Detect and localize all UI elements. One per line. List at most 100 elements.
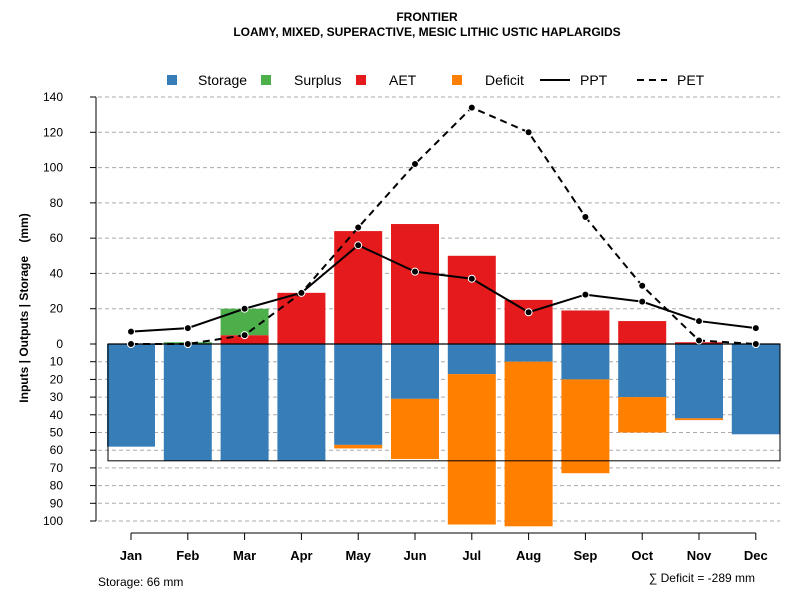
deficit-sum-note: ∑ Deficit = -289 mm [649,571,755,585]
x-tick-label-nov: Nov [687,548,712,563]
x-tick-label-mar: Mar [233,548,256,563]
x-tick-label-feb: Feb [176,548,199,563]
storage-bar-oct [618,344,667,398]
deficit-bar-may [334,444,383,449]
storage-bar-feb [163,344,212,461]
y-tick-label: 60 [50,231,64,245]
legend-storage-label: Storage [198,72,247,88]
ppt-point-nov [695,317,703,326]
y-tick-label: 50 [50,426,64,440]
x-tick-label-may: May [346,548,372,563]
deficit-bar-aug [504,361,553,527]
y-tick-label: 80 [50,196,64,210]
ppt-line [130,244,756,333]
ppt-point-may [354,241,363,250]
legend-storage-swatch [167,75,177,85]
y-tick-label: 40 [50,408,64,422]
ppt-point-aug [524,308,533,317]
y-tick-label: 80 [50,479,64,493]
x-tick-label-apr: Apr [290,548,312,563]
ppt-point-oct [638,297,647,306]
x-tick-label-oct: Oct [631,548,653,563]
y-tick-label: 100 [43,514,63,528]
y-tick-label: 90 [50,496,64,510]
chart-title: FRONTIER [396,10,458,24]
storage-note: Storage: 66 mm [98,575,183,589]
aet-bar-may [334,231,383,344]
deficit-bar-sep [561,379,610,474]
aet-bar-mar [220,335,269,344]
axes: 0 20 40 60 80 100 120 140 10 20 30 40 50 60 70 80 90 100 J… [43,90,768,563]
aet-bar-jul [447,255,496,344]
storage-bar-mar [220,344,269,461]
ppt-point-jul [467,274,476,283]
pet-line [131,106,756,345]
aet-bar-sep [561,310,610,344]
aet-bar-jun [391,224,439,344]
pet-point-jan [127,340,135,348]
pet-point-mar [240,331,249,340]
series-lines [127,103,760,348]
legend-aet-label: AET [389,72,417,88]
y-tick-label: 40 [50,266,64,280]
y-tick-label: 140 [43,90,63,104]
legend-aet-swatch [356,75,366,85]
y-tick-label: 70 [50,461,64,475]
pet-point-sep [581,212,590,221]
pet-point-jun [411,160,419,169]
ppt-point-apr [297,288,306,297]
ppt-point-mar [240,304,249,313]
storage-bar-apr [277,344,326,461]
pet-point-dec [751,340,760,348]
x-tick-label-jan: Jan [120,548,142,563]
y-axis-label: Inputs | Outputs | Storage (mm) [17,213,31,402]
storage-bar-nov [675,344,723,419]
storage-bar-jan [107,344,155,447]
aet-bar-apr [277,292,326,344]
pet-point-may [354,223,363,232]
chart-subtitle: LOAMY, MIXED, SUPERACTIVE, MESIC LITHIC … [233,25,620,39]
pet-point-aug [524,128,533,137]
pet-point-nov [695,336,703,345]
storage-bar-dec [731,344,780,435]
x-tick-label-jun: Jun [403,548,426,563]
legend-deficit-label: Deficit [485,72,524,88]
x-tick-label-aug: Aug [516,548,541,563]
y-tick-label: 100 [43,161,63,175]
bars [107,224,781,527]
storage-bar-jun [391,344,439,399]
legend-ppt-label: PPT [580,72,608,88]
x-tick-label-sep: Sep [573,548,597,563]
y-tick-label: 10 [50,355,64,369]
x-tick-label-jul: Jul [462,548,481,563]
pet-point-oct [638,281,647,290]
deficit-bar-nov [675,418,723,421]
ppt-point-jan [127,327,135,336]
y-tick-label: 30 [50,390,64,404]
deficit-bar-oct [618,397,667,433]
y-tick-label: 120 [43,125,63,139]
deficit-bar-jun [391,398,439,460]
ppt-point-sep [581,290,590,299]
legend: Storage Surplus AET Deficit PPT PET [167,72,705,88]
storage-bar-sep [561,344,610,380]
y-tick-label: 0 [56,337,63,351]
aet-bar-oct [618,321,667,344]
legend-surplus-swatch [261,75,271,85]
ppt-point-feb [183,324,192,333]
y-tick-label: 20 [50,372,64,386]
ppt-point-dec [751,324,760,333]
x-tick-label-dec: Dec [744,548,768,563]
storage-bar-may [334,344,383,445]
legend-pet-label: PET [677,72,705,88]
storage-bar-jul [447,344,496,375]
pet-point-feb [183,340,192,348]
ppt-point-jun [411,267,419,276]
legend-deficit-swatch [452,75,462,85]
y-tick-label: 20 [50,302,64,316]
legend-surplus-label: Surplus [294,72,341,88]
y-tick-label: 60 [50,443,64,457]
storage-bar-aug [504,344,553,362]
pet-point-jul [467,103,476,112]
deficit-bar-jul [447,374,496,525]
